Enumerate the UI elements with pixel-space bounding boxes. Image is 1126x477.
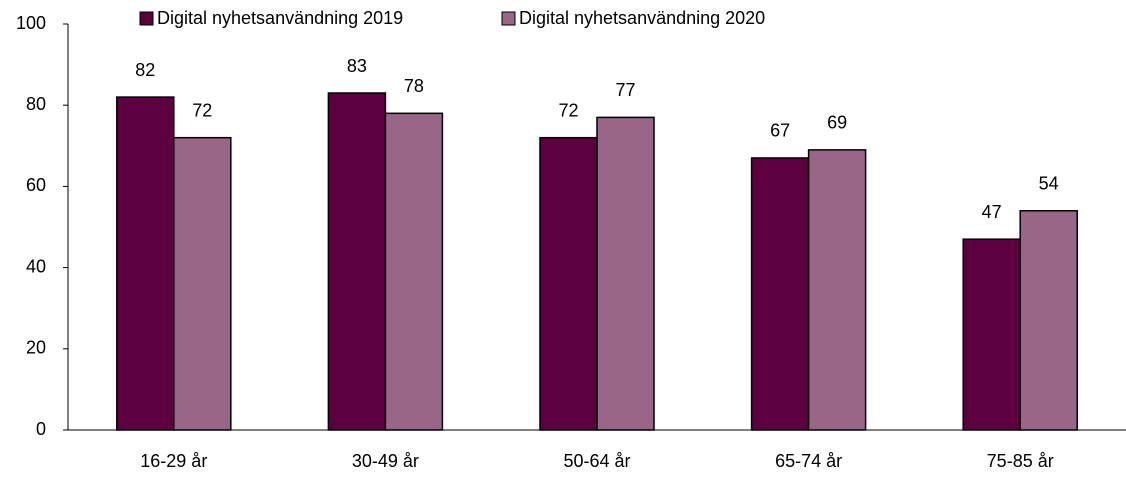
value-label: 72 bbox=[558, 100, 578, 120]
x-tick-label: 16-29 år bbox=[140, 451, 207, 471]
value-label: 78 bbox=[404, 76, 424, 96]
value-label: 47 bbox=[982, 202, 1002, 222]
y-tick-label: 80 bbox=[26, 94, 46, 114]
value-label: 72 bbox=[192, 100, 212, 120]
x-tick-label: 50-64 år bbox=[563, 451, 630, 471]
value-label: 82 bbox=[135, 60, 155, 80]
legend-label: Digital nyhetsanvändning 2019 bbox=[157, 8, 403, 28]
bar bbox=[750, 157, 810, 431]
bar bbox=[327, 92, 387, 431]
y-tick-label: 20 bbox=[26, 338, 46, 358]
x-tick-label: 65-74 år bbox=[775, 451, 842, 471]
bar bbox=[962, 238, 1021, 431]
legend-label: Digital nyhetsanvändning 2020 bbox=[519, 8, 765, 28]
y-tick-label: 60 bbox=[26, 175, 46, 195]
value-label: 67 bbox=[770, 121, 790, 141]
value-label: 77 bbox=[615, 80, 635, 100]
value-label: 69 bbox=[827, 113, 847, 133]
y-tick-label: 0 bbox=[36, 419, 46, 439]
value-label: 83 bbox=[347, 56, 367, 76]
bar bbox=[539, 136, 598, 431]
x-tick-label: 75-85 år bbox=[987, 451, 1054, 471]
value-label: 54 bbox=[1039, 174, 1059, 194]
bar bbox=[173, 136, 232, 431]
x-tick-label: 30-49 år bbox=[352, 451, 419, 471]
bar bbox=[116, 96, 175, 431]
bar bbox=[1019, 210, 1078, 431]
bar bbox=[807, 149, 867, 431]
bar bbox=[384, 112, 444, 431]
y-tick-label: 100 bbox=[16, 13, 46, 33]
bar bbox=[596, 116, 655, 431]
legend-swatch bbox=[139, 11, 154, 26]
legend-swatch bbox=[501, 11, 516, 26]
y-tick-label: 40 bbox=[26, 256, 46, 276]
